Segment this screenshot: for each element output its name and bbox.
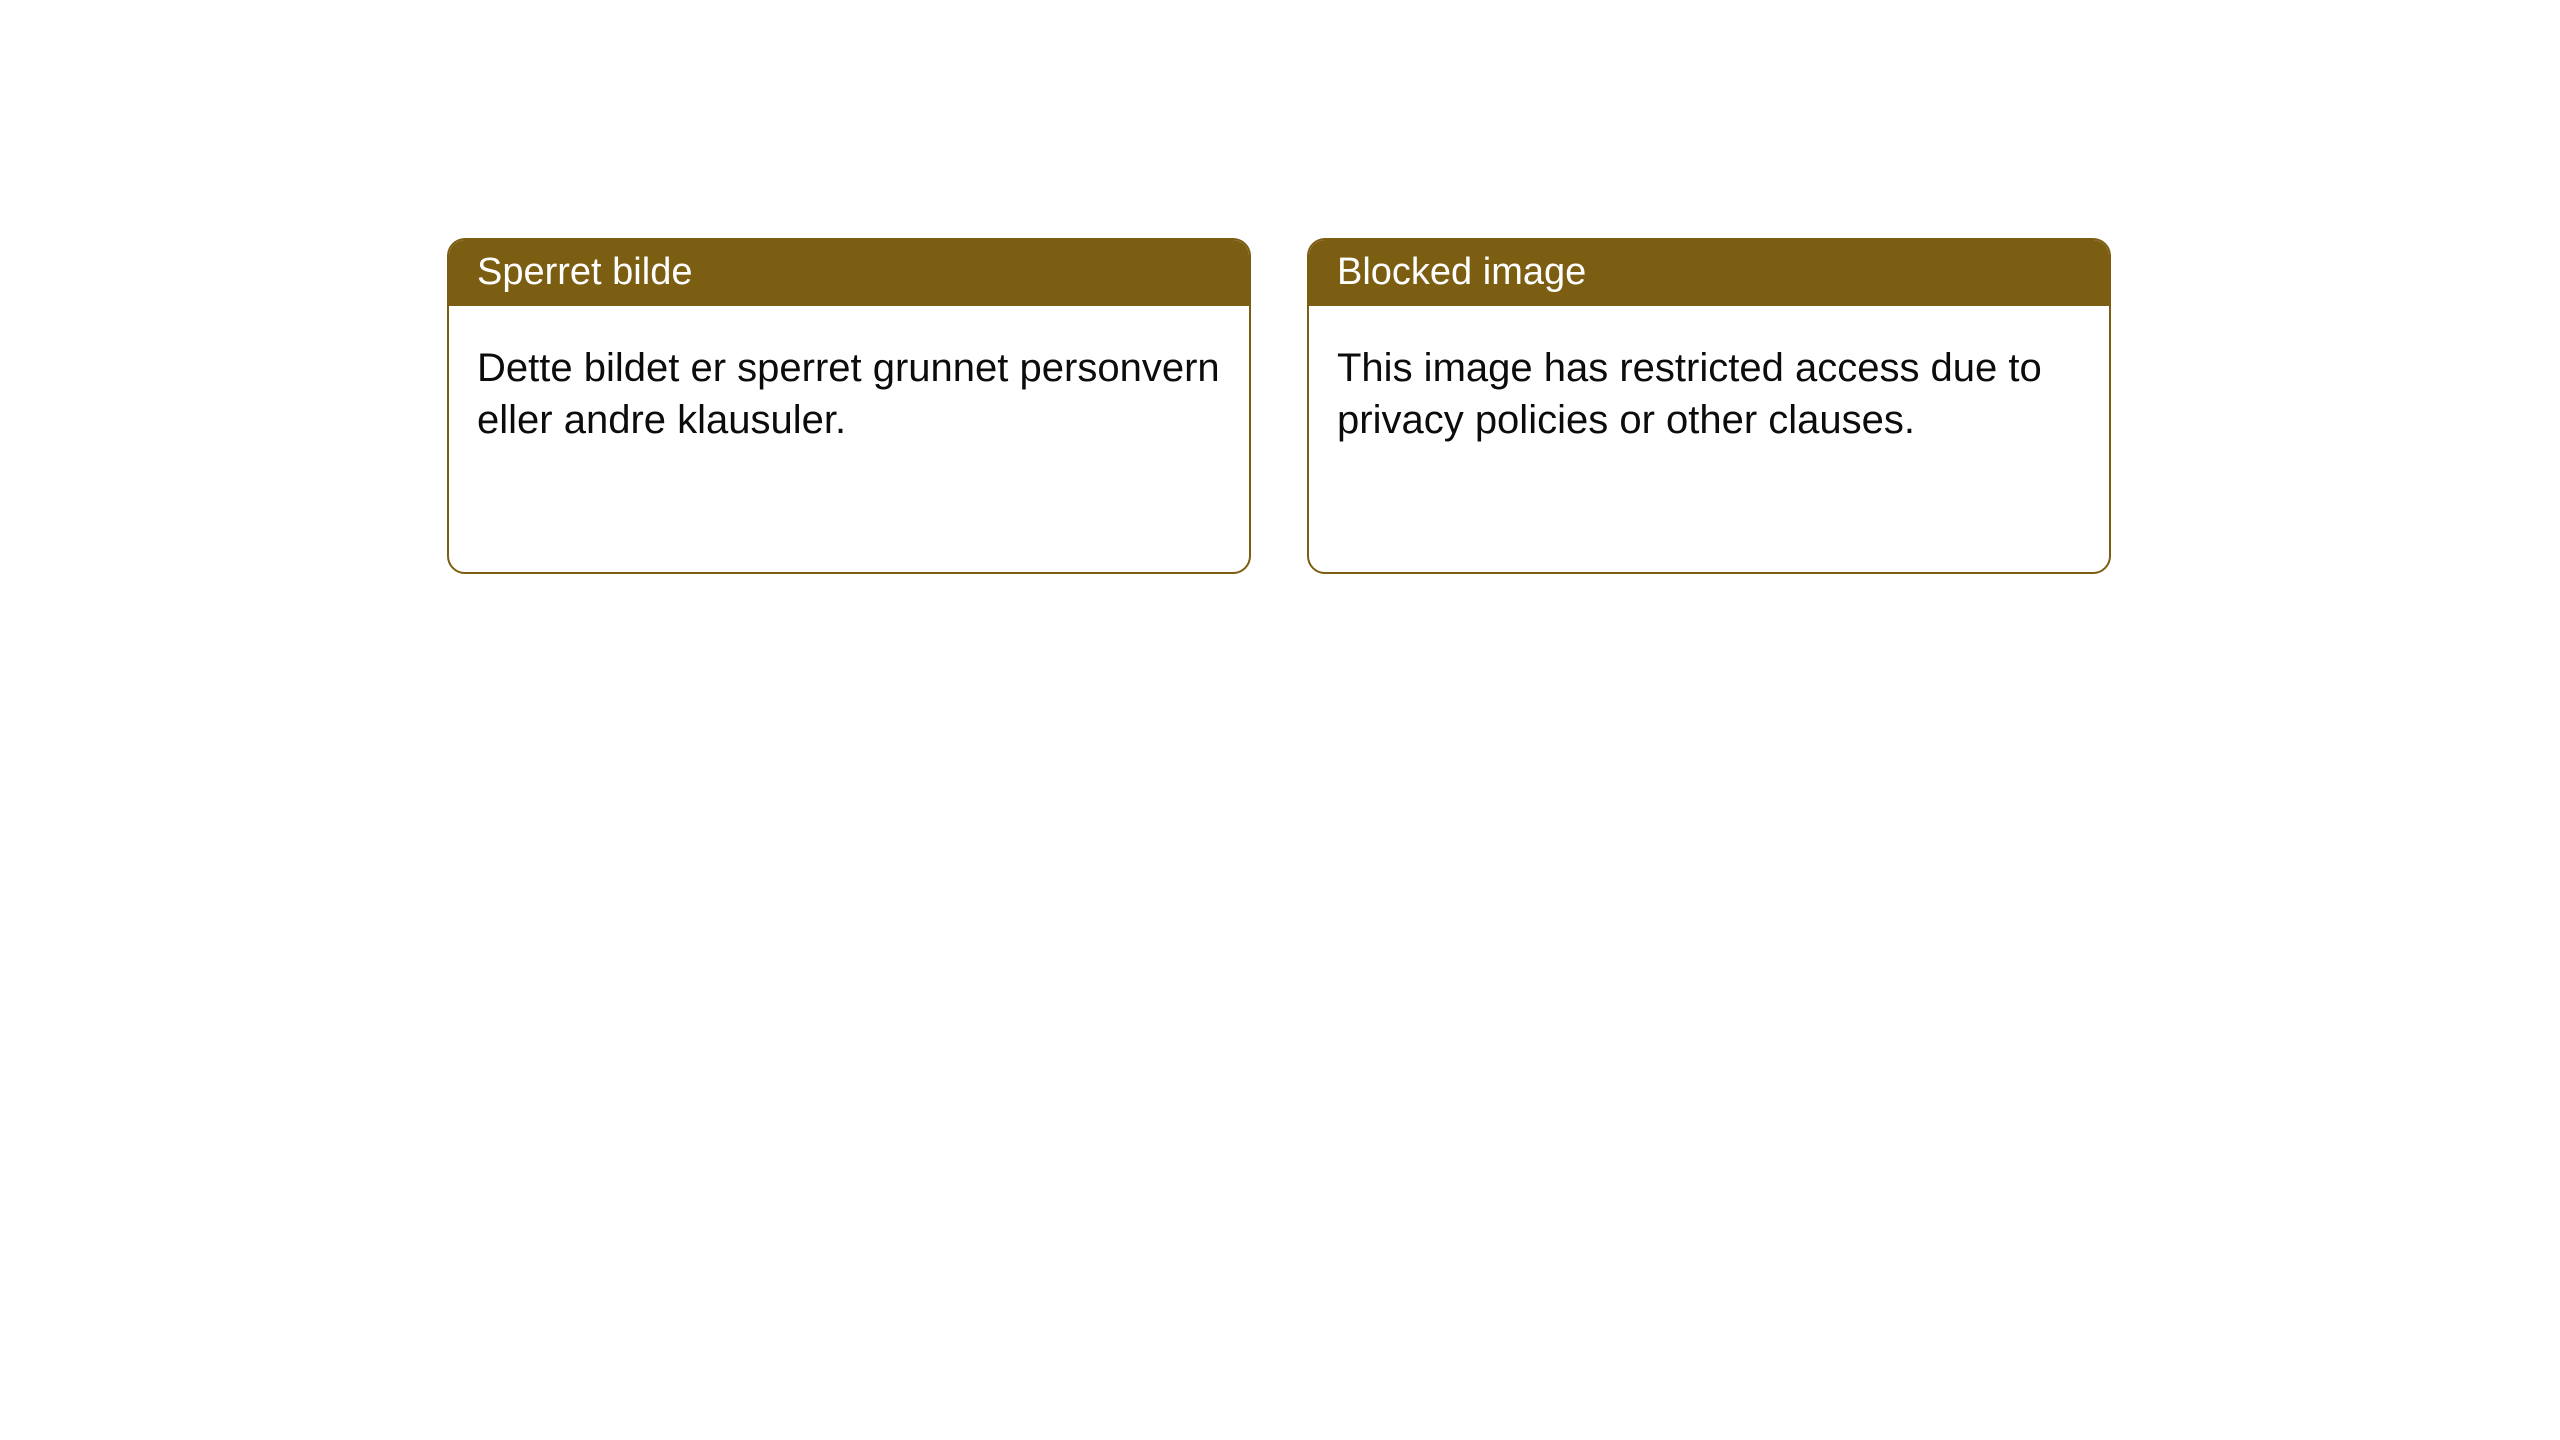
card-body-text: This image has restricted access due to … [1337, 346, 2042, 442]
card-title: Sperret bilde [477, 251, 692, 293]
card-body: This image has restricted access due to … [1309, 306, 2109, 482]
card-header: Sperret bilde [449, 240, 1249, 306]
blocked-image-card-en: Blocked image This image has restricted … [1307, 238, 2111, 574]
card-body-text: Dette bildet er sperret grunnet personve… [477, 346, 1220, 442]
card-body: Dette bildet er sperret grunnet personve… [449, 306, 1249, 482]
card-title: Blocked image [1337, 251, 1586, 293]
blocked-image-card-no: Sperret bilde Dette bildet er sperret gr… [447, 238, 1251, 574]
cards-container: Sperret bilde Dette bildet er sperret gr… [447, 238, 2111, 574]
card-header: Blocked image [1309, 240, 2109, 306]
